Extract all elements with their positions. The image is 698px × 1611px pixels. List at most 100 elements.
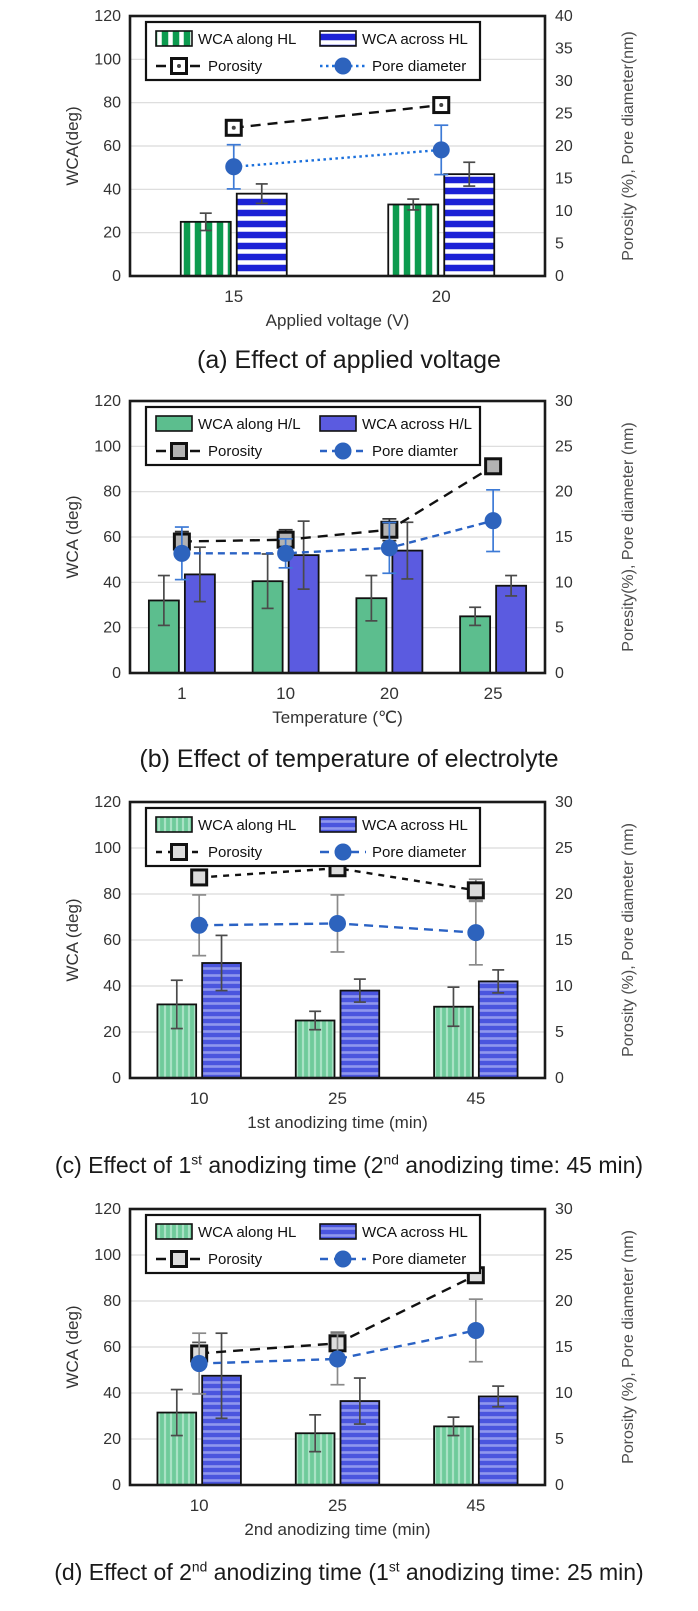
chart-text: 30 <box>555 73 573 90</box>
legend-box <box>144 1213 482 1275</box>
chart-text: 40 <box>103 574 121 591</box>
chart-text: 0 <box>112 665 121 682</box>
chart-text: 20 <box>380 684 399 703</box>
caption-superscript: nd <box>383 1152 399 1168</box>
porosity-marker <box>170 442 188 460</box>
chart-text: 30 <box>555 393 573 410</box>
pore-diameter-marker <box>190 1355 208 1373</box>
plot-frame <box>128 14 547 278</box>
line-series-1 <box>225 124 450 190</box>
chart-text: 25 <box>328 1496 347 1515</box>
chart-text: 15 <box>555 1339 573 1356</box>
data-line <box>199 867 477 892</box>
chart-panel-d: 0 20 40 60 80 100 120 0 5 10 15 20 25 30 10 25 45 2nd ano… <box>63 1201 637 1539</box>
chart-text: 1 <box>177 684 186 703</box>
figure-panel-b: 0 20 40 60 80 100 120 0 5 10 15 20 25 30 1 10 20 25 Temper… <box>0 389 698 774</box>
legend-swatch <box>155 415 193 432</box>
legend-swatch <box>155 816 193 833</box>
chart-text: 100 <box>94 51 121 68</box>
chart-text: 1st anodizing time (min) <box>247 1113 427 1132</box>
chart-text: 0 <box>112 268 121 285</box>
legend-swatch <box>155 1223 193 1240</box>
right-axis-label: Poresity(%), Pore diameter (nm) <box>620 422 637 651</box>
left-axis-label: WCA (deg) <box>63 898 82 981</box>
caption-panel-b: (b) Effect of temperature of electrolyte <box>0 745 698 774</box>
figure-panel-a: 0 20 40 60 80 100 120 0 5 10 15 20 25 30 35 40 15 20 Appli… <box>0 4 698 375</box>
line-series-1 <box>173 489 502 581</box>
chart-text: 25 <box>555 840 573 857</box>
chart-text: WCA along HL <box>198 31 296 48</box>
bar-series-1 <box>235 161 496 277</box>
pore-diameter-marker <box>334 442 352 460</box>
chart-text: 15 <box>224 287 243 306</box>
chart-text: 0 <box>555 268 564 285</box>
chart-text: 45 <box>466 1496 485 1515</box>
chart-text: 120 <box>94 794 121 811</box>
porosity-marker <box>484 457 503 476</box>
legend-swatch <box>319 816 357 833</box>
left-axis-label: WCA (deg) <box>63 1305 82 1388</box>
plot-frame <box>128 399 547 675</box>
chart-text: Pore diamter <box>372 443 458 460</box>
chart-text: 10 <box>555 1385 573 1402</box>
line-series-1 <box>190 1298 485 1395</box>
line-series-1 <box>190 894 485 966</box>
chart-text: 15 <box>555 171 573 188</box>
caption-panel-a: (a) Effect of applied voltage <box>0 346 698 375</box>
porosity-marker <box>190 868 209 887</box>
chart-text: Porosity <box>208 1251 263 1268</box>
chart-text: 10 <box>555 574 573 591</box>
chart-text: 25 <box>555 106 573 123</box>
caption-superscript: nd <box>191 1559 208 1575</box>
chart-text: 60 <box>103 932 121 949</box>
bar <box>339 989 381 1079</box>
chart-text: 5 <box>555 1024 564 1041</box>
caption-text: anodizing time: 45 min) <box>398 1152 644 1178</box>
chart-text: 80 <box>103 95 121 112</box>
bar-series-1 <box>201 934 519 1079</box>
chart-text: 0 <box>112 1477 121 1494</box>
right-axis-label: Porosity (%), Pore diameter (nm) <box>620 823 637 1057</box>
chart-text: 20 <box>432 287 451 306</box>
caption-text: anodizing time: 25 min) <box>399 1559 644 1585</box>
chart-text: Pore diameter <box>372 58 466 75</box>
data-line <box>233 103 442 129</box>
line-series-0 <box>224 96 451 137</box>
chart-text: 40 <box>555 8 573 25</box>
chart-text: 40 <box>103 978 121 995</box>
caption-text: anodizing time (1 <box>207 1559 389 1585</box>
caption-text: anodizing time (2 <box>202 1152 384 1178</box>
pore-diameter-marker <box>467 1321 485 1339</box>
legend-box <box>144 405 482 467</box>
bar <box>495 584 528 674</box>
porosity-marker <box>170 1250 188 1268</box>
data-line <box>233 148 442 168</box>
chart-text: 5 <box>555 1431 564 1448</box>
chart-text: 40 <box>103 181 121 198</box>
chart-text: 10 <box>555 978 573 995</box>
chart-text: 80 <box>103 484 121 501</box>
chart-text: Pore diameter <box>372 844 466 861</box>
chart-text: Porosity <box>208 443 263 460</box>
left-axis-label: WCA (deg) <box>63 495 82 578</box>
legend: WCA along HL WCA across HL Porosity Pore di… <box>144 1213 482 1275</box>
pore-diameter-marker <box>484 512 502 530</box>
chart-text: 0 <box>555 1477 564 1494</box>
pore-diameter-marker <box>277 544 295 562</box>
chart-text: WCA along HL <box>198 817 296 834</box>
chart-text: WCA along H/L <box>198 416 301 433</box>
plot-frame <box>128 1207 547 1487</box>
chart-text: 45 <box>466 1089 485 1108</box>
chart-text: Pore diameter <box>372 1251 466 1268</box>
pore-diameter-marker <box>334 1250 352 1268</box>
chart-text: 10 <box>190 1089 209 1108</box>
bar-series-0 <box>147 553 492 674</box>
chart-text: 30 <box>555 794 573 811</box>
chart-text: 25 <box>555 438 573 455</box>
caption-superscript: st <box>191 1152 202 1168</box>
legend-box <box>144 806 482 868</box>
chart-text: 35 <box>555 41 573 58</box>
right-axis-label: Porosity (%), Pore diameter (nm) <box>620 1230 637 1464</box>
pore-diameter-marker <box>334 57 352 75</box>
chart-text: 40 <box>103 1385 121 1402</box>
